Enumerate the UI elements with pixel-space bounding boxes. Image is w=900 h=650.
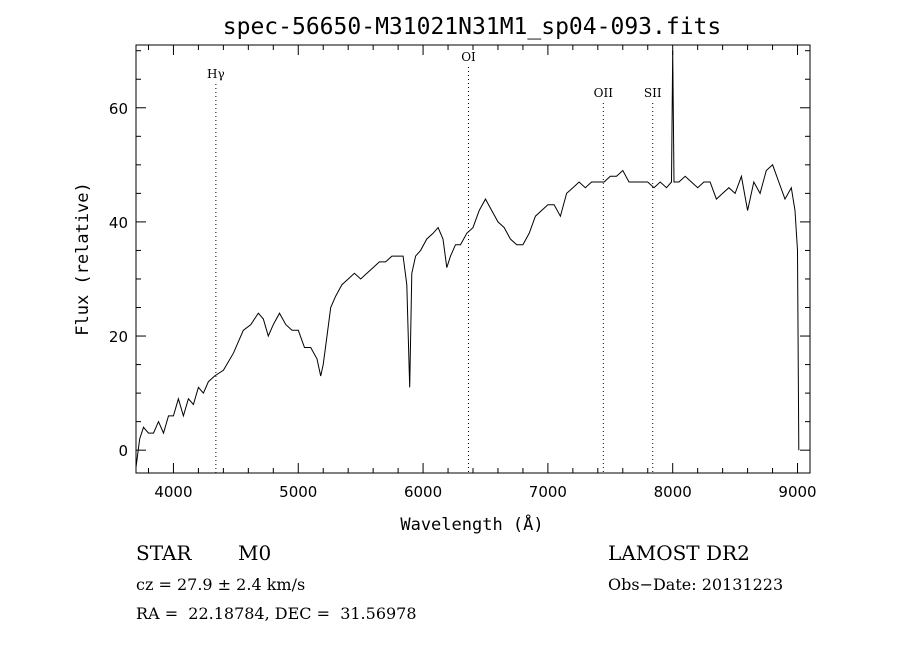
y-tick-label: 0 [118,442,128,460]
obs-date: Obs−Date: 20131223 [608,575,784,594]
line-marker-label: OII [594,86,614,100]
y-axis-label: Flux (relative) [73,182,93,336]
y-tick-label: 20 [109,328,128,346]
x-tick-label: 8000 [654,483,692,501]
x-tick-label: 4000 [154,483,192,501]
line-marker-label: SII [644,86,662,100]
y-axis: 0 20 40 60 [109,50,810,460]
object-subclass: M0 [238,541,272,565]
x-tick-label: 9000 [778,483,816,501]
emission-line-markers: Hγ OI OII SII [207,50,662,473]
plot-frame [135,44,811,474]
object-class: STAR [136,541,192,565]
survey-name: LAMOST DR2 [608,541,750,565]
velocity-readout: cz = 27.9 ± 2.4 km/s [136,575,306,594]
line-marker-label: Hγ [207,67,225,81]
chart-title: spec-56650-M31021N31M1_sp04-093.fits [223,14,722,40]
x-tick-label: 7000 [529,483,567,501]
y-tick-label: 40 [109,214,128,232]
x-tick-label: 5000 [279,483,317,501]
y-tick-label: 60 [109,100,128,118]
spectrum-series-line [135,50,800,468]
coordinates-readout: RA = 22.18784, DEC = 31.56978 [136,604,417,623]
x-axis-label: Wavelength (Å) [400,513,543,535]
line-marker-label: OI [461,50,476,64]
x-axis: 4000 5000 6000 7000 8000 9000 [147,45,817,501]
x-tick-label: 6000 [404,483,442,501]
